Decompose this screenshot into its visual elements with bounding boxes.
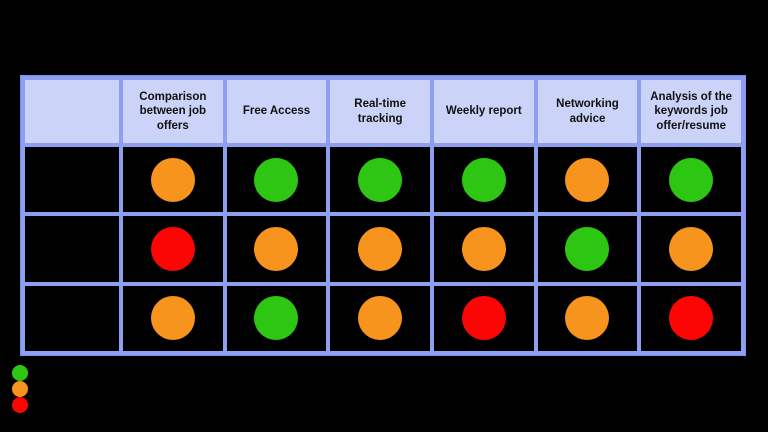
status-dot-orange (565, 157, 610, 202)
status-cell (641, 285, 741, 351)
status-dot-green (461, 157, 506, 202)
row-label-cell (25, 285, 119, 351)
status-dot-green (254, 157, 299, 202)
legend-dot-red (12, 397, 28, 413)
status-cell (330, 216, 430, 282)
column-header: Comparison between job offers (123, 80, 223, 143)
status-cell (641, 216, 741, 282)
row-label-cell (25, 216, 119, 282)
status-cell (330, 285, 430, 351)
status-dot-orange (358, 226, 403, 271)
status-dot-green (565, 226, 610, 271)
feature-comparison-table: Comparison between job offers Free Access… (20, 75, 746, 356)
status-cell (537, 216, 638, 282)
status-cell (433, 285, 534, 351)
status-dot-green (358, 157, 403, 202)
status-dot-orange (461, 226, 506, 271)
legend-dot-green (12, 365, 28, 381)
status-cell (433, 216, 534, 282)
status-cell (226, 216, 327, 282)
status-cell (641, 147, 741, 213)
row-label-cell (25, 147, 119, 213)
status-cell (537, 285, 638, 351)
status-dot-green (669, 157, 714, 202)
status-dot-green (254, 296, 299, 341)
status-dot-red (150, 226, 195, 271)
legend-dot-orange (12, 381, 28, 397)
status-cell (226, 147, 327, 213)
status-cell (123, 147, 223, 213)
column-header: Weekly report (433, 80, 534, 143)
status-cell (330, 147, 430, 213)
status-dot-orange (254, 226, 299, 271)
status-cell (226, 285, 327, 351)
status-cell (433, 147, 534, 213)
status-cell (537, 147, 638, 213)
column-header: Analysis of the keywords job offer/resum… (641, 80, 741, 143)
column-header: Real-time tracking (330, 80, 430, 143)
status-cell (123, 216, 223, 282)
status-dot-orange (565, 296, 610, 341)
status-dot-red (461, 296, 506, 341)
status-dot-red (669, 296, 714, 341)
status-legend (12, 365, 28, 413)
status-cell (123, 285, 223, 351)
corner-header-cell (25, 80, 119, 143)
status-dot-orange (669, 226, 714, 271)
column-header: Free Access (226, 80, 327, 143)
status-dot-orange (150, 296, 195, 341)
status-dot-orange (358, 296, 403, 341)
status-dot-orange (150, 157, 195, 202)
column-header: Networking advice (537, 80, 638, 143)
